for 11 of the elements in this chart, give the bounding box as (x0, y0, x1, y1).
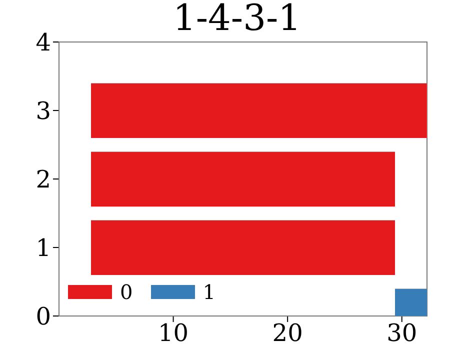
x-tick-label: 20 (272, 319, 303, 348)
x-tick-label: 10 (158, 319, 189, 348)
legend-label: 0 (120, 280, 133, 304)
y-tick-label: 4 (36, 28, 51, 57)
y-tick-label: 3 (36, 97, 51, 126)
x-tick-label: 30 (386, 319, 418, 348)
y-tick-label: 1 (36, 234, 51, 262)
legend-label: 1 (202, 280, 216, 304)
chart-title: 1-4-3-1 (172, 0, 302, 39)
y-tick-label: 0 (36, 302, 51, 331)
y-tick-label: 2 (36, 166, 51, 194)
